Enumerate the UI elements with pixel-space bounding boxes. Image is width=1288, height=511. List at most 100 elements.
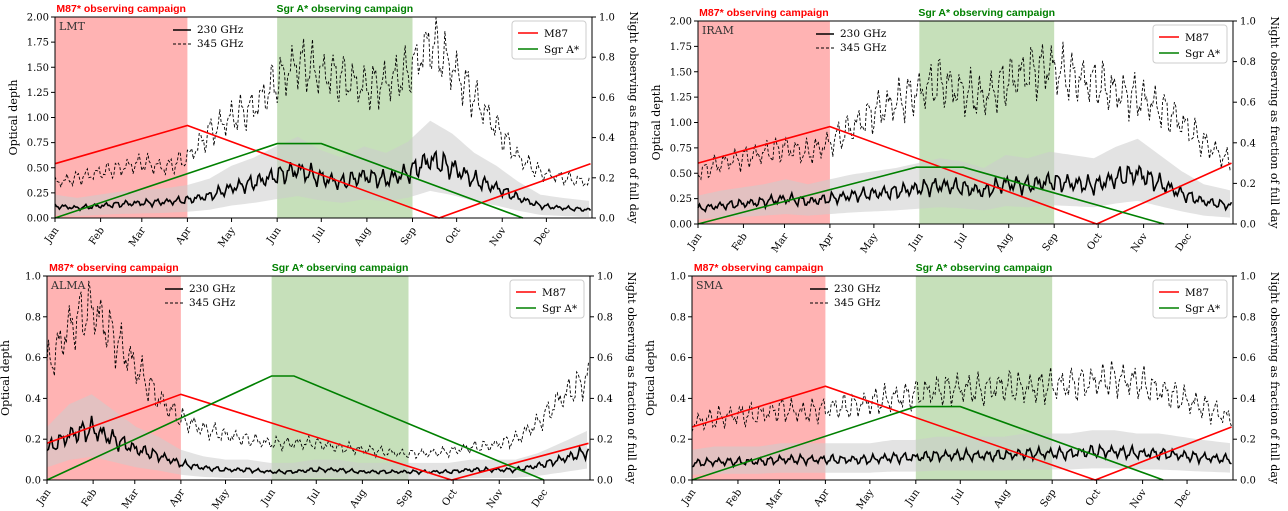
month-tick-label: Apr bbox=[816, 231, 836, 253]
legend-m87-label: M87 bbox=[1185, 32, 1209, 44]
m87-campaign-label: M87* observing campaign bbox=[56, 3, 186, 15]
month-tick-label: May bbox=[859, 231, 881, 255]
month-tick-label: Dec bbox=[530, 487, 550, 510]
legend-tau230-label: 230 GHz bbox=[197, 24, 244, 36]
month-tick-label: Jun bbox=[259, 487, 279, 508]
sgra-campaign-label: Sgr A* observing campaign bbox=[272, 262, 409, 274]
month-tick-label: Jul bbox=[305, 487, 322, 505]
left-tick-label: 0.75 bbox=[670, 143, 692, 154]
right-tick-label: 0.2 bbox=[597, 435, 613, 446]
month-tick-label: Jan bbox=[34, 487, 53, 508]
sgra-night-line bbox=[697, 166, 1165, 225]
legend-sgra-label: Sgr A* bbox=[1185, 303, 1221, 315]
month-tick-label: Nov bbox=[485, 487, 506, 510]
station-label: SMA bbox=[696, 279, 724, 292]
left-tick-label: 1.50 bbox=[670, 67, 692, 78]
right-tick-label: 0.6 bbox=[1240, 353, 1256, 364]
month-tick-label: Mar bbox=[770, 231, 791, 255]
month-tick-label: Dec bbox=[1174, 231, 1194, 254]
legend-tau345-label: 345 GHz bbox=[197, 38, 244, 50]
tau230-line bbox=[54, 149, 592, 212]
sgra-campaign-label: Sgr A* observing campaign bbox=[916, 262, 1053, 274]
right-tick-label: 0.8 bbox=[1240, 312, 1256, 323]
month-tick-label: Aug bbox=[348, 487, 369, 511]
y-axis-label-right: Night observing as fraction of full day bbox=[1268, 16, 1281, 229]
sgra-campaign-label: Sgr A* observing campaign bbox=[918, 7, 1055, 19]
m87-campaign-label: M87* observing campaign bbox=[699, 7, 829, 19]
month-tick-label: Oct bbox=[444, 225, 463, 246]
left-tick-label: 0.8 bbox=[25, 312, 41, 323]
chart-panel-alma: M87* observing campaign Sgr A* observing … bbox=[0, 262, 638, 511]
m87-night-line bbox=[691, 385, 1232, 481]
month-tick-label: Aug bbox=[352, 225, 373, 249]
left-tick-label: 0.4 bbox=[25, 394, 41, 405]
right-tick-label: 0.4 bbox=[597, 394, 613, 405]
right-tick-label: 0.2 bbox=[1240, 179, 1256, 190]
chart-panel-sma: M87* observing campaign Sgr A* observing … bbox=[644, 262, 1281, 511]
left-tick-label: 0.2 bbox=[25, 435, 41, 446]
plot-frame bbox=[691, 275, 1234, 481]
right-tick-label: 1.0 bbox=[1240, 17, 1256, 28]
month-tick-label: Dec bbox=[533, 225, 553, 248]
legend-tau230-label: 230 GHz bbox=[189, 283, 236, 295]
left-tick-label: 1.00 bbox=[670, 118, 692, 129]
tau230-line bbox=[46, 415, 590, 476]
chart-panel-lmt: M87* observing campaign Sgr A* observing … bbox=[7, 3, 640, 250]
month-tick-label: Mar bbox=[120, 487, 141, 511]
left-tick-label: 1.00 bbox=[27, 113, 49, 124]
left-tick-label: 0.0 bbox=[25, 476, 41, 487]
legend-m87-label: M87 bbox=[544, 28, 568, 40]
m87-night-line bbox=[54, 124, 591, 219]
right-tick-label: 0.2 bbox=[1240, 435, 1256, 446]
tau230-spread-band bbox=[47, 394, 587, 479]
legend-sgra-label: Sgr A* bbox=[544, 44, 580, 56]
legend-tau230-label: 230 GHz bbox=[834, 283, 881, 295]
right-tick-label: 0.6 bbox=[1240, 98, 1256, 109]
right-tick-label: 0.0 bbox=[1240, 220, 1256, 231]
month-tick-label: Jul bbox=[949, 487, 966, 505]
right-tick-label: 0.8 bbox=[597, 312, 613, 323]
month-tick-label: Mar bbox=[127, 225, 148, 249]
left-tick-label: 0.6 bbox=[670, 353, 686, 364]
right-tick-label: 0.0 bbox=[597, 476, 613, 487]
right-tick-label: 1.0 bbox=[1240, 272, 1256, 283]
left-tick-label: 0.25 bbox=[27, 188, 49, 199]
month-tick-label: Jun bbox=[264, 225, 284, 246]
month-tick-label: Sep bbox=[395, 487, 415, 509]
left-tick-label: 2.00 bbox=[670, 17, 692, 28]
left-tick-label: 1.25 bbox=[27, 88, 49, 99]
month-tick-label: Apr bbox=[812, 487, 832, 509]
left-tick-label: 1.75 bbox=[670, 42, 692, 53]
month-tick-label: Oct bbox=[1085, 231, 1104, 252]
right-tick-label: 0.6 bbox=[599, 93, 615, 104]
month-tick-label: Oct bbox=[440, 487, 459, 508]
right-tick-label: 0.0 bbox=[599, 214, 615, 225]
sgra-campaign-band bbox=[271, 276, 409, 480]
right-tick-label: 0.4 bbox=[1240, 394, 1256, 405]
right-tick-label: 0.4 bbox=[1240, 138, 1256, 149]
left-tick-label: 0.50 bbox=[670, 169, 692, 180]
m87-campaign-label: M87* observing campaign bbox=[49, 262, 179, 274]
month-tick-label: Feb bbox=[87, 225, 107, 247]
left-tick-label: 0.4 bbox=[670, 394, 686, 405]
month-tick-label: May bbox=[210, 487, 232, 511]
month-tick-label: Dec bbox=[1173, 487, 1193, 510]
month-tick-label: Jul bbox=[310, 225, 327, 243]
month-tick-label: Feb bbox=[725, 487, 745, 509]
tau230-spread-band bbox=[698, 138, 1231, 220]
sgra-campaign-label: Sgr A* observing campaign bbox=[276, 3, 413, 15]
month-tick-label: Sep bbox=[1039, 487, 1059, 509]
month-tick-label: Sep bbox=[399, 225, 419, 247]
right-tick-label: 1.0 bbox=[597, 272, 613, 283]
month-tick-label: Aug bbox=[992, 487, 1013, 511]
month-tick-label: Aug bbox=[994, 231, 1015, 255]
right-tick-label: 0.0 bbox=[1240, 476, 1256, 487]
y-axis-label-right: Night observing as fraction of full day bbox=[627, 11, 640, 224]
right-tick-label: 1.0 bbox=[599, 13, 615, 24]
month-tick-label: Jun bbox=[903, 487, 923, 508]
m87-campaign-label: M87* observing campaign bbox=[694, 262, 824, 274]
y-axis-label-right: Night observing as fraction of full day bbox=[625, 272, 638, 485]
left-tick-label: 0.25 bbox=[670, 194, 692, 205]
right-tick-label: 0.8 bbox=[599, 53, 615, 64]
left-tick-label: 1.50 bbox=[27, 63, 49, 74]
